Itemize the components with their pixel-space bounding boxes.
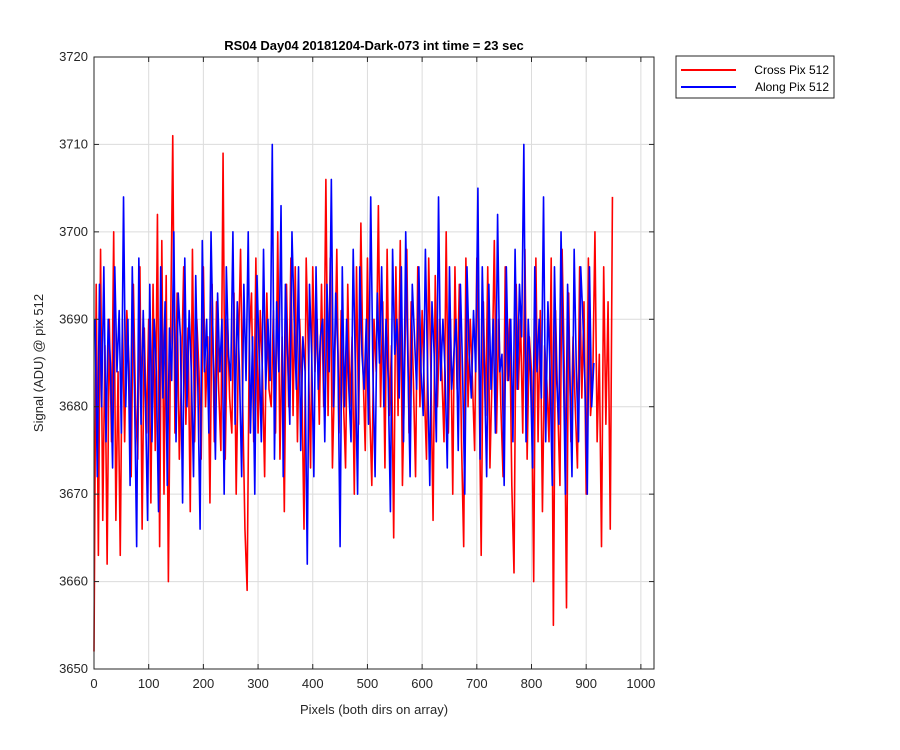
y-tick-label: 3680 [59, 399, 88, 414]
y-axis-label: Signal (ADU) @ pix 512 [31, 294, 46, 432]
x-tick-label: 600 [411, 676, 433, 691]
x-tick-label: 300 [247, 676, 269, 691]
legend-label-cross: Cross Pix 512 [754, 63, 829, 77]
x-axis-label: Pixels (both dirs on array) [300, 702, 448, 717]
axes-box [93, 56, 655, 670]
y-tick-label: 3720 [59, 49, 88, 64]
x-tick-label: 800 [521, 676, 543, 691]
y-tick-label: 3710 [59, 136, 88, 151]
legend-label-along: Along Pix 512 [755, 80, 829, 94]
axis-ticks: 0 100 200 300 400 500 600 700 800 900 1000 3650 3660… [59, 49, 655, 691]
chart-title: RS04 Day04 20181204-Dark-073 int time = … [224, 38, 524, 53]
y-tick-label: 3650 [59, 661, 88, 676]
x-tick-label: 0 [90, 676, 97, 691]
series-layer [93, 134, 614, 652]
series-line-along-pix [94, 143, 595, 565]
x-tick-label: 200 [193, 676, 215, 691]
x-tick-label: 1000 [626, 676, 655, 691]
x-tick-label: 700 [466, 676, 488, 691]
x-tick-label: 900 [575, 676, 597, 691]
y-tick-label: 3670 [59, 486, 88, 501]
y-tick-label: 3660 [59, 574, 88, 589]
x-tick-label: 500 [357, 676, 379, 691]
x-tick-label: 400 [302, 676, 324, 691]
legend: Cross Pix 512 Along Pix 512 [675, 55, 835, 99]
y-tick-label: 3700 [59, 224, 88, 239]
y-tick-label: 3690 [59, 311, 88, 326]
legend-box [675, 55, 835, 99]
x-tick-label: 100 [138, 676, 160, 691]
